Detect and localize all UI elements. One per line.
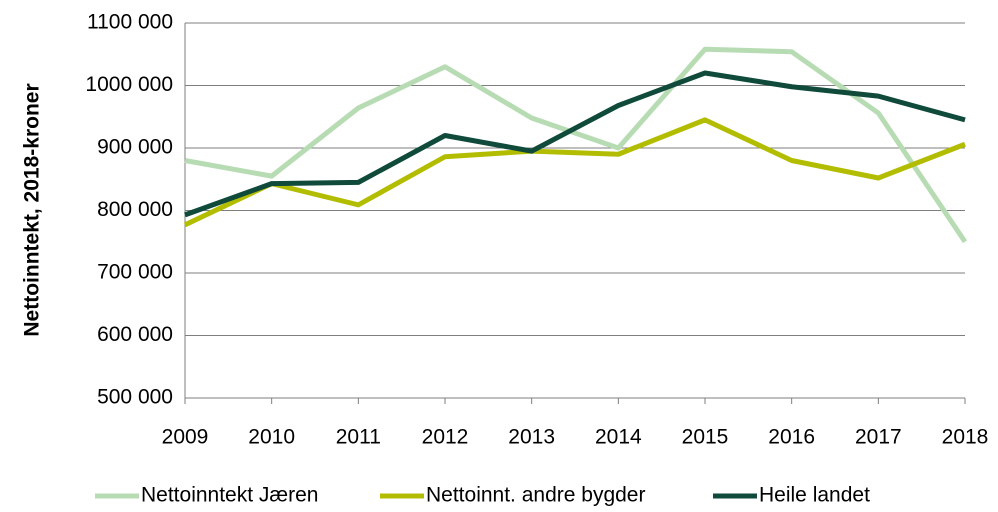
line-series [184, 46, 968, 244]
x-tick-label: 2017 [855, 426, 902, 449]
legend-label: Heile landet [759, 484, 870, 507]
line-series [184, 70, 966, 218]
y-tick-label: 500 000 [97, 386, 173, 409]
x-tick-label: 2018 [942, 426, 989, 449]
y-tick-label: 800 000 [97, 198, 173, 221]
x-tick-label: 2009 [162, 426, 209, 449]
x-tick-label: 2011 [336, 426, 381, 449]
x-tick-label: 2015 [682, 426, 729, 449]
x-tick-label: 2013 [508, 426, 555, 449]
y-tick-label: 600 000 [97, 323, 173, 346]
x-tick-label: 2010 [248, 426, 295, 449]
y-tick-label: 700 000 [97, 261, 173, 284]
y-tick-label: 1000 000 [85, 73, 173, 96]
x-tick-label: 2012 [422, 426, 469, 449]
x-tick-label: 2014 [595, 426, 642, 449]
legend-label: Nettoinnt. andre bygder [426, 484, 645, 507]
y-axis-label: Nettoinntekt, 2018-kroner [21, 83, 44, 336]
x-tick-label: 2016 [768, 426, 815, 449]
y-tick-label: 1100 000 [87, 11, 173, 34]
legend-label: Nettoinntekt Jæren [141, 484, 318, 507]
line-series [183, 117, 966, 228]
y-tick-label: 900 000 [97, 136, 173, 159]
